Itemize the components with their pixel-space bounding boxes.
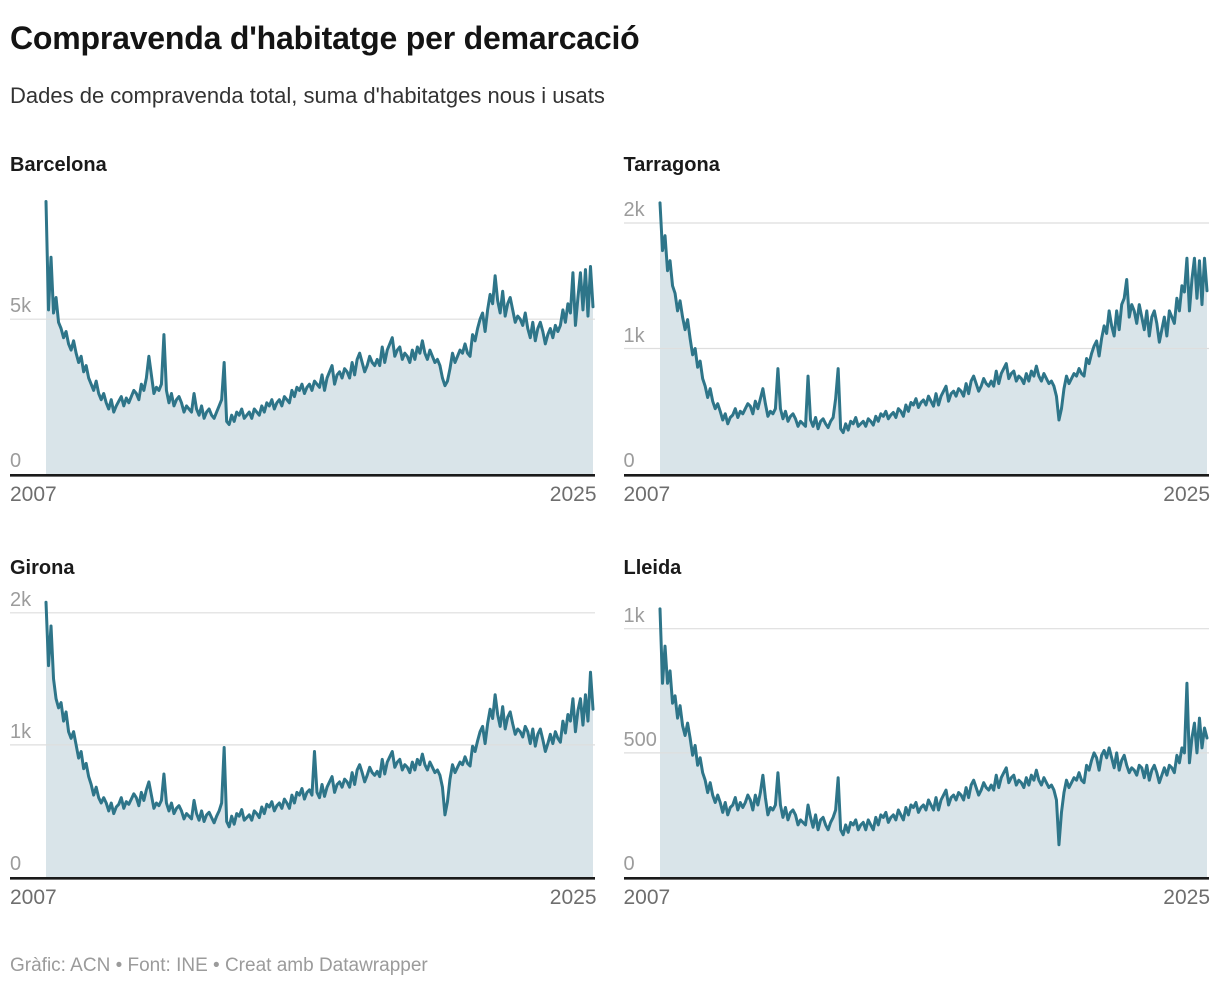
panel-title-tarragona: Tarragona bbox=[623, 154, 720, 177]
lleida-chart[interactable]: 0 500 1k 2007 2025 bbox=[623, 589, 1211, 909]
x-tick-last: 2025 bbox=[1163, 483, 1210, 507]
x-tick-first: 2007 bbox=[623, 483, 671, 507]
panel-girona: Girona 0 1k 2k 2007 2025 bbox=[10, 556, 597, 909]
data-line bbox=[44, 600, 595, 829]
panel-lleida: Lleida 0 500 1k 2007 2025 bbox=[623, 556, 1211, 909]
x-tick-last: 2025 bbox=[549, 886, 597, 910]
x-axis-labels: 2007 2025 bbox=[10, 483, 597, 506]
data-line bbox=[658, 201, 1208, 435]
panels-grid: Barcelona 0 5k 2007 2025 Tarragona 0 1k 2k 200… bbox=[10, 153, 1210, 909]
page-title: Compravenda d'habitatge per demarcació bbox=[10, 20, 640, 56]
x-tick-first: 2007 bbox=[10, 483, 57, 507]
data-line bbox=[658, 607, 1208, 847]
tarragona-plot[interactable] bbox=[623, 186, 1209, 477]
y-tick-label: 1k bbox=[623, 324, 645, 347]
tarragona-chart[interactable]: 0 1k 2k 2007 2025 bbox=[623, 186, 1211, 506]
y-tick-label: 0 bbox=[10, 450, 22, 473]
panel-tarragona: Tarragona 0 1k 2k 2007 2025 bbox=[623, 153, 1211, 506]
area-fill bbox=[659, 203, 1207, 475]
page-subtitle: Dades de compravenda total, suma d'habit… bbox=[10, 82, 605, 108]
girona-plot[interactable] bbox=[10, 589, 595, 880]
barcelona-chart[interactable]: 0 5k 2007 2025 bbox=[10, 186, 597, 506]
area-fill bbox=[659, 609, 1207, 878]
panel-title-lleida: Lleida bbox=[623, 557, 682, 580]
panel-title-barcelona: Barcelona bbox=[10, 154, 107, 177]
y-tick-label: 0 bbox=[10, 853, 22, 876]
barcelona-plot[interactable] bbox=[10, 186, 595, 477]
panel-title-girona: Girona bbox=[10, 557, 75, 580]
lleida-plot[interactable] bbox=[623, 589, 1209, 880]
x-tick-first: 2007 bbox=[10, 886, 57, 910]
chart-header: Compravenda d'habitatge per demarcació D… bbox=[10, 20, 1210, 109]
y-tick-label: 2k bbox=[623, 199, 645, 222]
y-tick-label: 1k bbox=[623, 605, 645, 627]
girona-chart[interactable]: 0 1k 2k 2007 2025 bbox=[10, 589, 597, 909]
x-tick-last: 2025 bbox=[549, 483, 597, 507]
area-fill bbox=[46, 602, 593, 878]
y-tick-label: 0 bbox=[623, 853, 635, 876]
x-axis-labels: 2007 2025 bbox=[624, 886, 1211, 909]
x-tick-last: 2025 bbox=[1163, 886, 1210, 910]
y-tick-label: 500 bbox=[623, 729, 657, 752]
panel-barcelona: Barcelona 0 5k 2007 2025 bbox=[10, 153, 597, 506]
y-tick-label: 0 bbox=[623, 450, 635, 473]
y-tick-label: 5k bbox=[10, 295, 32, 318]
y-tick-label: 2k bbox=[10, 589, 32, 612]
x-axis-labels: 2007 2025 bbox=[10, 886, 597, 909]
data-line bbox=[44, 200, 595, 427]
y-tick-label: 1k bbox=[10, 721, 32, 744]
x-tick-first: 2007 bbox=[623, 886, 671, 910]
footer-credits: Gràfic: ACN • Font: INE • Creat amb Data… bbox=[10, 955, 428, 977]
area-fill bbox=[46, 201, 593, 475]
x-axis-labels: 2007 2025 bbox=[624, 483, 1211, 506]
